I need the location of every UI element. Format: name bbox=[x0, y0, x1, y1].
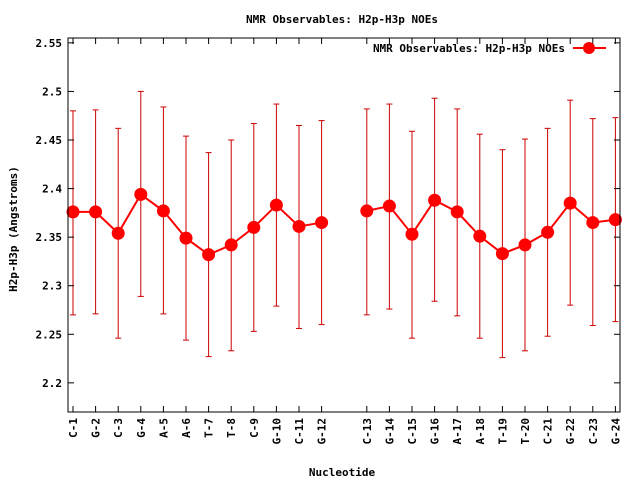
x-tick-label: T-20 bbox=[519, 418, 532, 445]
x-tick-label: G-2 bbox=[90, 418, 103, 438]
series-line bbox=[73, 192, 322, 256]
data-point bbox=[179, 231, 193, 245]
x-tick-label: A-6 bbox=[180, 418, 193, 438]
y-axis: 2.2 2.25 2.3 2.35 2.4 2.45 2.5 2.55 bbox=[36, 37, 620, 390]
x-tick-label: C-21 bbox=[542, 418, 555, 445]
y-tick-label: 2.5 bbox=[42, 85, 62, 98]
data-point bbox=[224, 238, 238, 252]
data-point bbox=[269, 198, 283, 212]
data-point bbox=[382, 199, 396, 213]
x-tick-label: G-14 bbox=[383, 418, 396, 445]
x-tick-label: G-4 bbox=[135, 418, 148, 438]
data-point bbox=[89, 205, 103, 219]
data-point bbox=[202, 248, 216, 262]
x-tick-label: A-18 bbox=[474, 418, 487, 445]
x-tick-label: A-5 bbox=[157, 418, 170, 438]
data-point bbox=[156, 204, 170, 218]
data-point bbox=[111, 226, 125, 240]
series-line bbox=[366, 198, 616, 255]
data-point bbox=[315, 216, 329, 230]
x-tick-label: G-12 bbox=[316, 418, 329, 445]
error-bars bbox=[70, 90, 619, 359]
x-tick-label: C-9 bbox=[248, 418, 261, 438]
x-axis-label: Nucleotide bbox=[309, 466, 376, 479]
x-tick-label: C-1 bbox=[67, 418, 80, 438]
y-tick-label: 2.35 bbox=[36, 231, 63, 244]
data-point bbox=[66, 205, 80, 219]
x-tick-label: C-23 bbox=[587, 418, 600, 445]
data-point bbox=[495, 247, 509, 261]
x-axis: C-1 G-2 C-3 G-4 A-5 A-6 T-7 T-8 C-9 G-10 C-11 G-12 C… bbox=[67, 38, 622, 445]
legend: NMR Observables: H2p-H3p NOEs bbox=[373, 42, 606, 55]
data-point bbox=[473, 229, 487, 243]
data-point bbox=[518, 238, 532, 252]
y-tick-label: 2.45 bbox=[36, 134, 63, 147]
x-tick-label: C-13 bbox=[361, 418, 374, 445]
data-point bbox=[541, 225, 555, 239]
data-point bbox=[360, 204, 374, 218]
x-tick-label: T-19 bbox=[496, 418, 509, 445]
data-point bbox=[405, 227, 419, 241]
x-tick-label: A-17 bbox=[451, 418, 464, 445]
series-lines bbox=[73, 192, 616, 256]
data-point bbox=[586, 216, 600, 230]
legend-marker bbox=[583, 42, 595, 54]
x-tick-label: G-10 bbox=[270, 418, 283, 445]
chart-title: NMR Observables: H2p-H3p NOEs bbox=[246, 13, 438, 26]
y-tick-label: 2.25 bbox=[36, 328, 63, 341]
data-point bbox=[134, 187, 148, 201]
y-tick-label: 2.3 bbox=[42, 280, 62, 293]
x-tick-label: T-7 bbox=[203, 418, 216, 438]
x-tick-label: T-8 bbox=[225, 418, 238, 438]
y-tick-label: 2.4 bbox=[42, 183, 62, 196]
data-point bbox=[450, 205, 464, 219]
data-points bbox=[66, 187, 622, 262]
data-point bbox=[428, 193, 442, 207]
plot-frame bbox=[67, 37, 621, 413]
x-tick-label: C-15 bbox=[406, 418, 419, 445]
data-point bbox=[563, 196, 577, 210]
y-tick-label: 2.2 bbox=[42, 377, 62, 390]
x-tick-label: G-22 bbox=[564, 418, 577, 445]
x-tick-label: C-3 bbox=[112, 418, 125, 438]
x-tick-label: C-11 bbox=[293, 418, 306, 445]
y-axis-label: H2p-H3p (Angstroms) bbox=[7, 166, 20, 292]
legend-label: NMR Observables: H2p-H3p NOEs bbox=[373, 42, 565, 55]
y-tick-label: 2.55 bbox=[36, 37, 63, 50]
x-tick-label: G-16 bbox=[429, 418, 442, 445]
data-point bbox=[292, 219, 306, 233]
data-point bbox=[608, 213, 622, 227]
x-tick-label: G-24 bbox=[609, 418, 622, 445]
data-point bbox=[247, 220, 261, 234]
